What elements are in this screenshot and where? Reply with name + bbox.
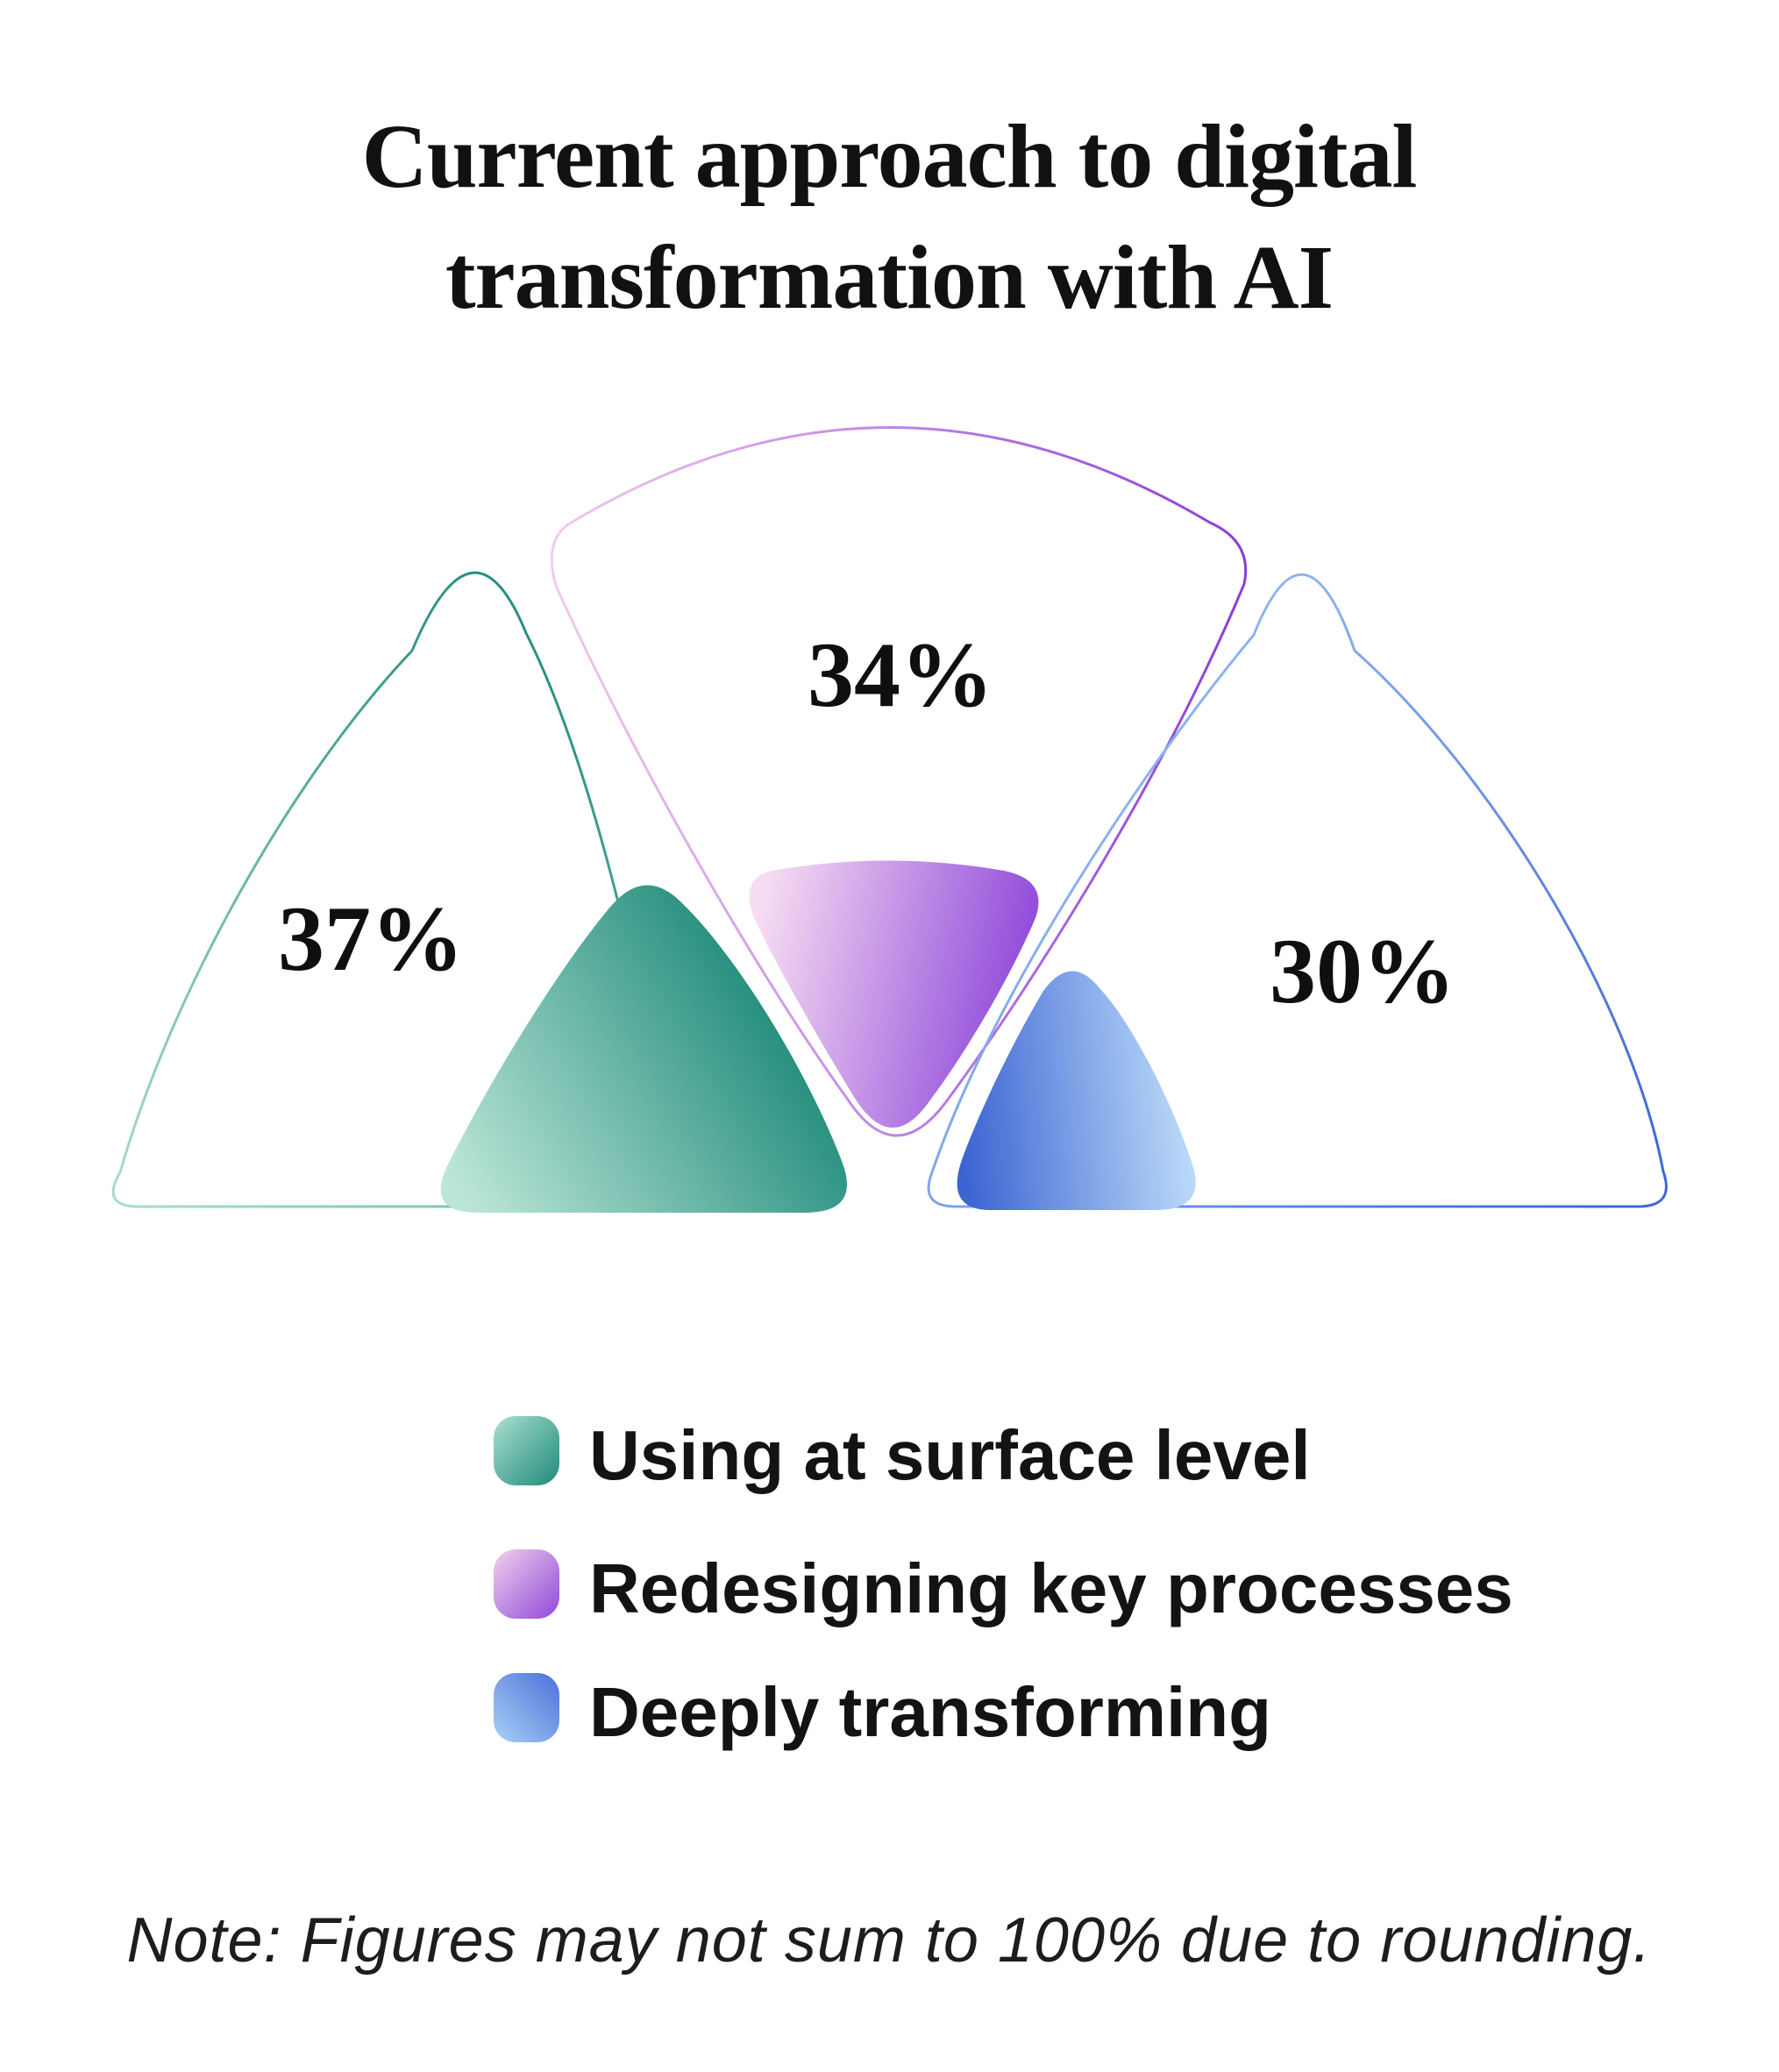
segment-fill-redesigning-key-processes [749, 860, 1039, 1129]
page-title-line-1: Current approach to digital [362, 106, 1417, 207]
page-title-line-2: transformation with AI [445, 227, 1333, 328]
legend: Using at surface level Redesigning key p… [494, 1416, 1513, 1751]
segment-outline-deeply-transforming [927, 573, 1668, 1208]
legend-label-deeply-transforming: Deeply transforming [589, 1673, 1271, 1751]
percent-label-deeply-transforming: 30% [1270, 920, 1455, 1022]
segment-fill-deeply-transforming [957, 971, 1196, 1210]
percent-label-using-at-surface-level: 37% [278, 887, 464, 990]
legend-item: Using at surface level [494, 1416, 1311, 1494]
legend-swatch-purple [494, 1549, 559, 1619]
legend-swatch-teal [494, 1416, 559, 1485]
segment-fill-using-at-surface-level [440, 885, 848, 1213]
legend-label-redesigning-key-processes: Redesigning key processes [589, 1549, 1513, 1627]
footnote: Note: Figures may not sum to 100% due to… [127, 1905, 1652, 1976]
legend-swatch-blue [494, 1673, 559, 1742]
legend-label-using-at-surface-level: Using at surface level [589, 1416, 1311, 1494]
legend-item: Redesigning key processes [494, 1549, 1513, 1627]
legend-item: Deeply transforming [494, 1673, 1271, 1751]
segment-outline-redesigning-key-processes [550, 426, 1248, 1137]
percent-label-redesigning-key-processes: 34% [808, 623, 993, 726]
